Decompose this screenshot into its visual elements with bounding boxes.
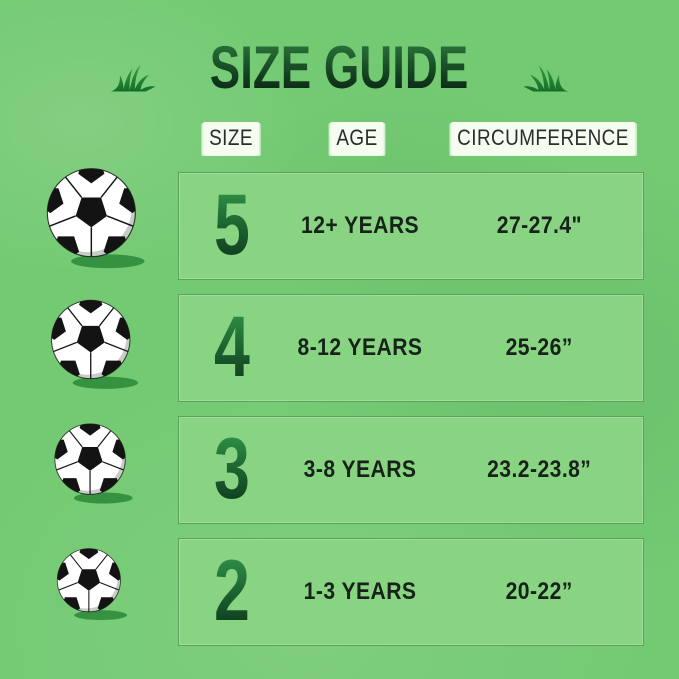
size-table: 5 12+ YEARS 27-27.4" 4 8-12 YEARS 25-26”… [178, 172, 644, 646]
column-header-size: SIZE [203, 122, 259, 155]
soccer-ball-size-4-icon [45, 297, 143, 390]
age-value: 1-3 YEARS [303, 578, 417, 605]
column-header-circumference: CIRCUMFERENCE [451, 122, 635, 155]
age-value: 12+ YEARS [300, 212, 420, 239]
age-value: 8-12 YEARS [297, 334, 423, 361]
grass-icon [111, 64, 157, 92]
page-title: SIZE GUIDE [210, 34, 469, 101]
column-headers: SIZE AGE CIRCUMFERENCE [0, 122, 679, 156]
circumference-value: 27-27.4" [496, 212, 582, 239]
column-header-age: AGE [330, 122, 384, 155]
size-value: 5 [214, 177, 250, 274]
circumference-value: 20-22” [505, 578, 573, 605]
circumference-value: 23.2-23.8” [486, 456, 592, 483]
table-row-size-5: 5 12+ YEARS 27-27.4" [178, 172, 644, 280]
age-value: 3-8 YEARS [303, 456, 417, 483]
soccer-ball-size-3-icon [49, 421, 137, 505]
size-value: 3 [214, 421, 250, 518]
circumference-value: 25-26” [505, 334, 573, 361]
table-row-size-2: 2 1-3 YEARS 20-22” [178, 538, 644, 646]
table-row-size-3: 3 3-8 YEARS 23.2-23.8” [178, 416, 644, 524]
soccer-ball-size-5-icon [40, 165, 150, 270]
table-row-size-4: 4 8-12 YEARS 25-26” [178, 294, 644, 402]
title-row: SIZE GUIDE [0, 34, 679, 101]
soccer-ball-size-2-icon [52, 546, 131, 621]
size-value: 2 [214, 543, 250, 640]
grass-icon [522, 64, 568, 92]
size-value: 4 [214, 299, 250, 396]
